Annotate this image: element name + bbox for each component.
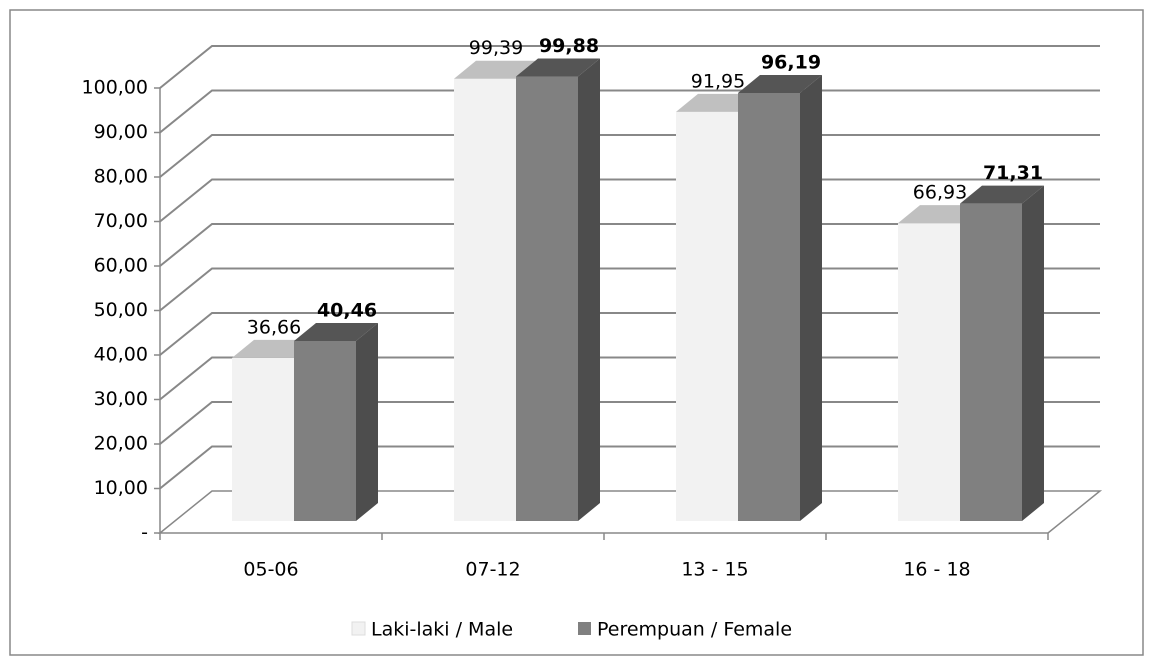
y-tick-label: 10,00 <box>94 477 148 499</box>
bar <box>898 223 960 521</box>
data-label: 71,31 <box>983 162 1043 184</box>
y-tick-label: 70,00 <box>94 210 148 232</box>
data-label: 91,95 <box>691 70 745 92</box>
bar <box>676 111 738 521</box>
data-label: 36,66 <box>247 316 301 338</box>
bar-top <box>960 185 1044 204</box>
data-label: 99,39 <box>469 37 523 59</box>
legend-swatch <box>351 621 366 636</box>
x-tick-label: 16 - 18 <box>903 559 970 581</box>
bar-top <box>454 60 538 79</box>
y-tick-label: - <box>141 522 148 544</box>
x-tick-label: 13 - 15 <box>681 559 748 581</box>
y-tick-label: 90,00 <box>94 121 148 143</box>
x-tick-label: 07-12 <box>465 559 520 581</box>
y-tick-label: 80,00 <box>94 166 148 188</box>
y-tick-label: 60,00 <box>94 255 148 277</box>
legend-swatch <box>578 622 591 635</box>
legend-label: Perempuan / Female <box>597 619 792 641</box>
y-tick-label: 100,00 <box>82 77 148 99</box>
bar-side <box>578 58 600 522</box>
floor <box>157 490 1103 534</box>
bar-side <box>1022 185 1044 521</box>
bar <box>960 203 1022 521</box>
data-label: 96,19 <box>761 51 821 73</box>
data-label: 99,88 <box>539 35 599 57</box>
bar-top <box>516 58 600 77</box>
y-tick-label: 40,00 <box>94 344 148 366</box>
bar <box>516 76 578 521</box>
y-tick-label: 50,00 <box>94 299 148 321</box>
bar <box>294 340 356 521</box>
bar-top <box>738 74 822 93</box>
bar <box>738 92 800 521</box>
bar-side <box>356 322 378 521</box>
legend-label: Laki-laki / Male <box>371 619 513 641</box>
data-label: 40,46 <box>317 299 377 321</box>
data-label: 66,93 <box>913 182 967 204</box>
bar <box>232 357 294 521</box>
bar-top <box>294 322 378 341</box>
y-tick-label: 20,00 <box>94 433 148 455</box>
y-tick-label: 30,00 <box>94 388 148 410</box>
bar-side <box>800 74 822 521</box>
grid-line <box>159 45 1100 89</box>
x-tick-label: 05-06 <box>243 559 298 581</box>
bar <box>454 78 516 521</box>
